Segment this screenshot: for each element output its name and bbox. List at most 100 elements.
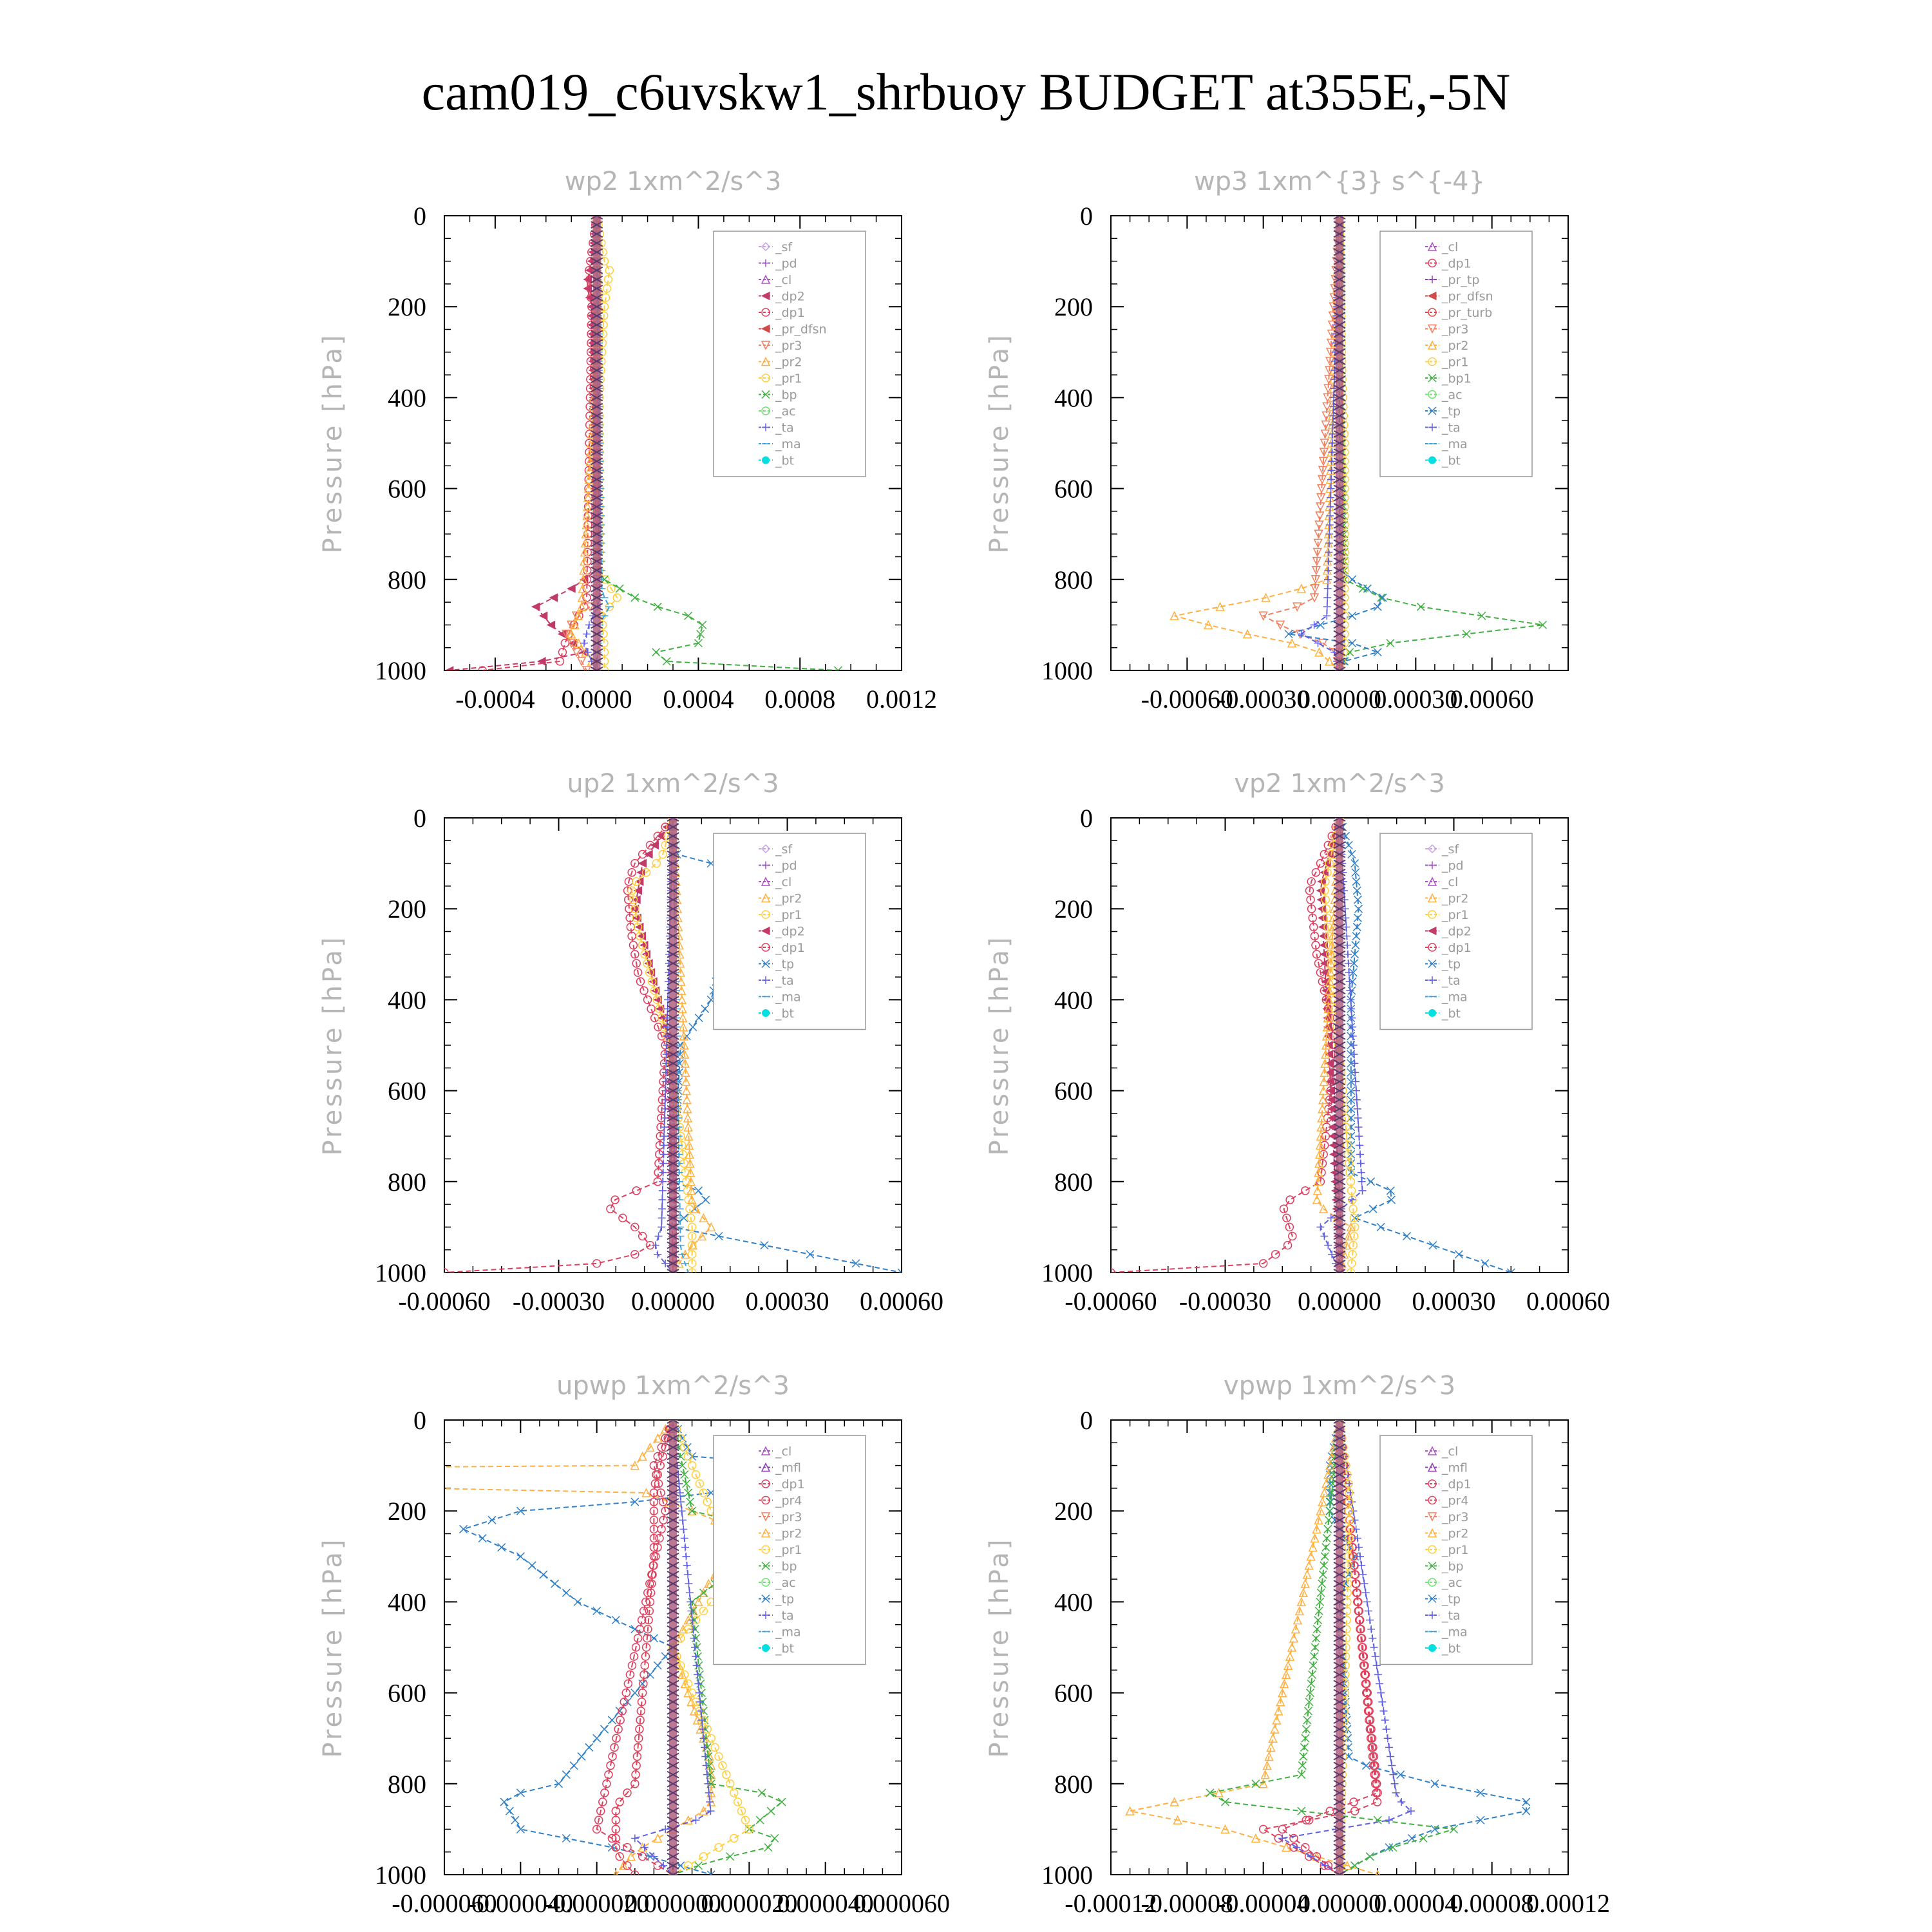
series-point-pr1 bbox=[632, 877, 641, 886]
series-point-dp1 bbox=[638, 1852, 647, 1861]
legend-label: _sf bbox=[775, 240, 793, 254]
series-point-dp1 bbox=[614, 1725, 623, 1734]
plot-area bbox=[444, 216, 842, 670]
series-point-pr2 bbox=[688, 1240, 697, 1250]
series-point-ta bbox=[687, 1598, 695, 1606]
zero-marker bbox=[1333, 1671, 1346, 1679]
zero-marker bbox=[1333, 1534, 1346, 1542]
zero-marker bbox=[667, 850, 679, 858]
series-point-bp bbox=[1320, 1552, 1329, 1561]
series-point-dp1 bbox=[1325, 1806, 1334, 1815]
zero-marker bbox=[1333, 1852, 1346, 1861]
zero-marker bbox=[591, 575, 603, 583]
legend-label: _cl bbox=[1441, 875, 1458, 889]
y-tick-label: 600 bbox=[388, 475, 426, 504]
series-point-tp bbox=[573, 1597, 582, 1606]
series-point-ta bbox=[1352, 1086, 1360, 1095]
series-point-pr4 bbox=[1368, 1752, 1378, 1761]
series-point-pr4 bbox=[1304, 1815, 1314, 1825]
series-point-ta bbox=[694, 1671, 702, 1679]
series-point-pr3 bbox=[585, 602, 595, 612]
series-point-dp1 bbox=[602, 1779, 611, 1788]
legend-marker bbox=[1428, 423, 1436, 431]
series-point-dp1 bbox=[630, 1250, 639, 1259]
legend-label: _ac bbox=[1441, 388, 1463, 402]
zero-marker bbox=[667, 923, 679, 931]
y-tick-label: 800 bbox=[388, 565, 426, 594]
series-point-pr4 bbox=[1361, 1679, 1370, 1689]
y-tick-label: 1000 bbox=[375, 1861, 426, 1889]
series-point-pr2 bbox=[1268, 1733, 1278, 1743]
series-point-ta bbox=[1352, 1525, 1360, 1533]
legend-label: _pr1 bbox=[1441, 1543, 1468, 1557]
series-point-pr1 bbox=[687, 1231, 697, 1241]
zero-marker bbox=[1333, 1059, 1346, 1068]
series-point-ta bbox=[1390, 1779, 1399, 1788]
series-point-tp bbox=[688, 1023, 697, 1032]
series-point-pr4 bbox=[649, 1533, 659, 1543]
legend-marker bbox=[1428, 1611, 1436, 1619]
legend-label: _pr1 bbox=[775, 908, 802, 922]
zero-marker bbox=[1333, 275, 1346, 283]
x-tick-label: -0.00030 bbox=[1179, 1287, 1271, 1316]
series-point-ta bbox=[640, 1843, 649, 1852]
zero-marker bbox=[1333, 603, 1346, 611]
series-point-dp1 bbox=[611, 1195, 620, 1204]
series-point-bp bbox=[770, 1833, 779, 1843]
series-point-dp1 bbox=[598, 1797, 607, 1806]
series-point-dp1 bbox=[633, 968, 643, 977]
series-point-ta bbox=[699, 1725, 707, 1734]
series-point-ta bbox=[1327, 493, 1335, 502]
series-point-ta bbox=[1356, 1552, 1365, 1560]
series-point-ta bbox=[1323, 584, 1332, 592]
zero-marker bbox=[667, 1032, 679, 1040]
series-point-pr4 bbox=[648, 1570, 657, 1579]
series-point-ta bbox=[1363, 1598, 1371, 1606]
zero-marker bbox=[1333, 230, 1346, 238]
series-point-pr2 bbox=[585, 465, 594, 475]
legend-marker bbox=[761, 893, 771, 903]
x-tick-label: -0.000020 bbox=[544, 1889, 649, 1918]
legend-marker bbox=[761, 406, 770, 415]
legend-label: _pr_dfsn bbox=[1441, 290, 1493, 304]
zero-marker bbox=[1333, 1789, 1346, 1797]
zero-marker bbox=[1333, 1843, 1346, 1852]
zero-marker bbox=[667, 1770, 679, 1779]
series-point-tp bbox=[511, 1815, 520, 1824]
series-point-dp1 bbox=[1306, 895, 1315, 904]
zero-marker bbox=[667, 1653, 679, 1660]
legend-label: _tp bbox=[775, 1593, 794, 1607]
series-point-tp bbox=[630, 1689, 639, 1698]
series-point-dp2 bbox=[633, 886, 643, 895]
zero-marker bbox=[667, 1095, 679, 1104]
zero-marker bbox=[1333, 1269, 1346, 1273]
series-point-ta bbox=[658, 1196, 667, 1204]
zero-marker bbox=[1333, 941, 1346, 949]
series-point-pr3 bbox=[567, 638, 576, 649]
series-point-pr2 bbox=[677, 1003, 687, 1014]
series-point-ta bbox=[1328, 1250, 1336, 1258]
series-point-pr3 bbox=[1314, 529, 1323, 539]
zero-marker bbox=[1333, 266, 1346, 274]
x-tick-label: 0.00004 bbox=[1374, 1889, 1457, 1918]
legend-label: _bp bbox=[775, 1560, 797, 1574]
zero-marker bbox=[667, 914, 679, 922]
legend-label: _bt bbox=[1441, 1642, 1461, 1656]
series-point-pr2 bbox=[691, 1204, 701, 1213]
series-point-ta bbox=[580, 639, 588, 647]
series-point-pr1 bbox=[643, 959, 652, 968]
legend-box bbox=[713, 231, 866, 477]
series-point-dp2 bbox=[1325, 1068, 1334, 1077]
zero-marker bbox=[591, 312, 603, 320]
series-point-dp1 bbox=[612, 1734, 621, 1743]
zero-marker bbox=[591, 275, 603, 283]
series-point-pr2 bbox=[1328, 922, 1338, 932]
zero-marker bbox=[667, 1725, 679, 1733]
series-point-ta bbox=[1342, 923, 1350, 931]
series-point-ta bbox=[1357, 1168, 1365, 1177]
legend-label: _ma bbox=[1441, 437, 1468, 451]
series-point-bp bbox=[766, 1806, 775, 1815]
series-point-pr3 bbox=[1313, 538, 1323, 548]
series-point-pr2 bbox=[581, 529, 591, 538]
series-point-bp bbox=[1323, 1524, 1332, 1533]
